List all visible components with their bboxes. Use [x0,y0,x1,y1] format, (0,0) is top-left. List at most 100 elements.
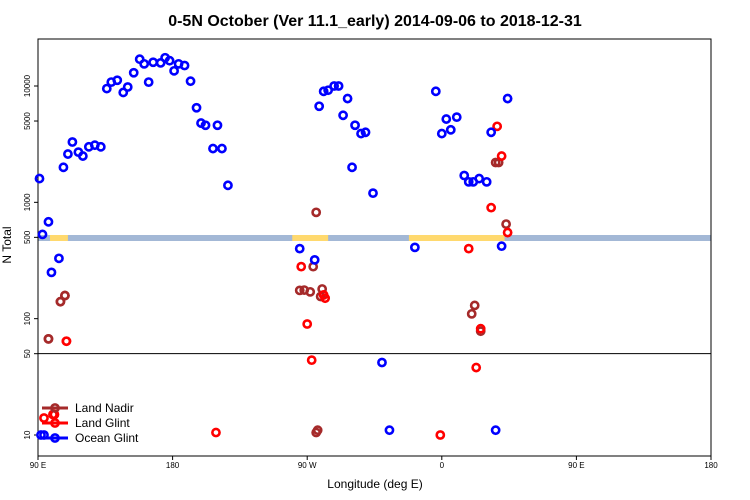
land-nadir-point [311,427,322,438]
ocean-glint-point [486,127,497,138]
ocean-glint-point [43,216,54,227]
y-tick-label: 500 [23,230,32,244]
ocean-glint-point [212,120,223,131]
land-glint-point [492,121,503,132]
ocean-glint-point [294,243,305,254]
x-tick-label: 180 [704,461,718,470]
ocean-glint-point [342,93,353,104]
legend-marker-land-glint [50,418,60,428]
ocean-glint-point [368,188,378,199]
ocean-strip [38,235,711,241]
ocean-glint-point [384,425,395,436]
ocean-glint-point [46,267,57,278]
land-glint-point [306,355,317,366]
ocean-glint-point [128,67,139,78]
land-glint-point [39,413,49,423]
ocean-glint-point [164,55,175,66]
legend-marker-land-nadir [50,403,60,413]
land-glint-point [320,293,331,304]
ocean-glint-point [95,141,106,152]
ocean-glint-point [77,151,88,161]
ocean-glint-point [318,86,329,97]
y-tick-label: 10 [23,430,32,439]
ocean-glint-point [101,83,112,94]
land-nadir-point [305,286,316,297]
ocean-glint-point [333,81,344,91]
ocean-glint-point [58,162,69,173]
land-glint-point [435,430,446,440]
legend-label-land-nadir: Land Nadir [75,401,134,415]
ocean-glint-point [502,93,513,104]
ocean-glint-point [179,60,190,71]
land-glint-point [502,227,513,238]
ocean-glint-point [139,58,150,69]
ocean-glint-point [148,57,159,68]
y-tick-label: 50 [23,349,32,358]
ocean-glint-point [208,143,218,154]
ocean-glint-point [122,82,133,92]
x-tick-label: 90 E [30,461,46,470]
ocean-glint-point [350,120,360,131]
land-glint-point [302,319,313,329]
ocean-glint-point [54,253,64,264]
ocean-glint-point [329,81,340,91]
ocean-glint-point [200,120,211,131]
ocean-glint-point [377,357,387,368]
land-glint-point [471,362,482,373]
land-glint-point [475,323,486,334]
plot-area: 90 E 180 90 W 0 90 E 180 10 50 100 500 1000 5000 100… [23,38,718,470]
y-tick-label: 1000 [23,193,32,211]
ocean-glint-point [409,242,420,253]
x-tick-label: 90 W [298,461,317,470]
land-glint-point [486,202,497,213]
ocean-glint-point [360,127,371,138]
land-strip-segment [408,235,460,241]
chart-title: 0-5N October (Ver 11.1_early) 2014-09-06… [168,13,582,30]
ocean-glint-point [169,65,179,76]
land-nadir-point [311,207,322,218]
ocean-glint-point [185,76,196,87]
ocean-glint-point [143,77,154,88]
y-axis-label: N Total [0,226,14,263]
land-nadir-point [55,296,66,307]
y-tick-label: 5000 [23,112,32,130]
ocean-glint-point [356,128,366,139]
x-tick-label: 180 [166,461,180,470]
legend-marker-ocean-glint [50,433,60,443]
ocean-glint-point [63,149,73,159]
land-strip-segment [450,235,505,241]
ocean-glint-point [445,124,456,135]
y-tick-label: 100 [23,311,32,325]
ocean-glint-point [430,86,441,97]
land-glint-point [211,427,221,438]
land-glint-point [296,261,307,272]
legend-label-land-glint: Land Glint [75,416,130,430]
ocean-glint-point [463,176,474,187]
ocean-glint-point [490,425,501,436]
ocean-glint-point [451,112,462,123]
land-nadir-point [294,285,305,296]
ocean-glint-point [347,162,357,173]
ocean-glint-point [474,173,485,184]
ocean-glint-point [217,143,227,154]
ocean-glint-point [436,128,447,139]
ocean-glint-point [223,180,233,191]
ocean-glint-point [37,229,48,240]
ocean-glint-point [314,101,325,112]
ocean-glint-point [338,110,348,121]
ocean-glint-point [67,137,78,147]
land-glint-point [61,336,72,347]
legend-label-ocean-glint: Ocean Glint [75,431,139,445]
ocean-glint-point [34,173,45,184]
ocean-glint-point [496,241,507,252]
ocean-glint-point [112,75,123,86]
land-strip-segment [49,235,68,241]
x-axis-label: Longitude (deg E) [327,477,422,491]
land-nadir-point [43,333,54,344]
y-tick-label: 10000 [23,74,32,97]
plot-frame [37,38,712,457]
x-tick-label: 0 [440,461,445,470]
ocean-glint-point [459,170,470,181]
land-nadir-point [60,290,70,301]
